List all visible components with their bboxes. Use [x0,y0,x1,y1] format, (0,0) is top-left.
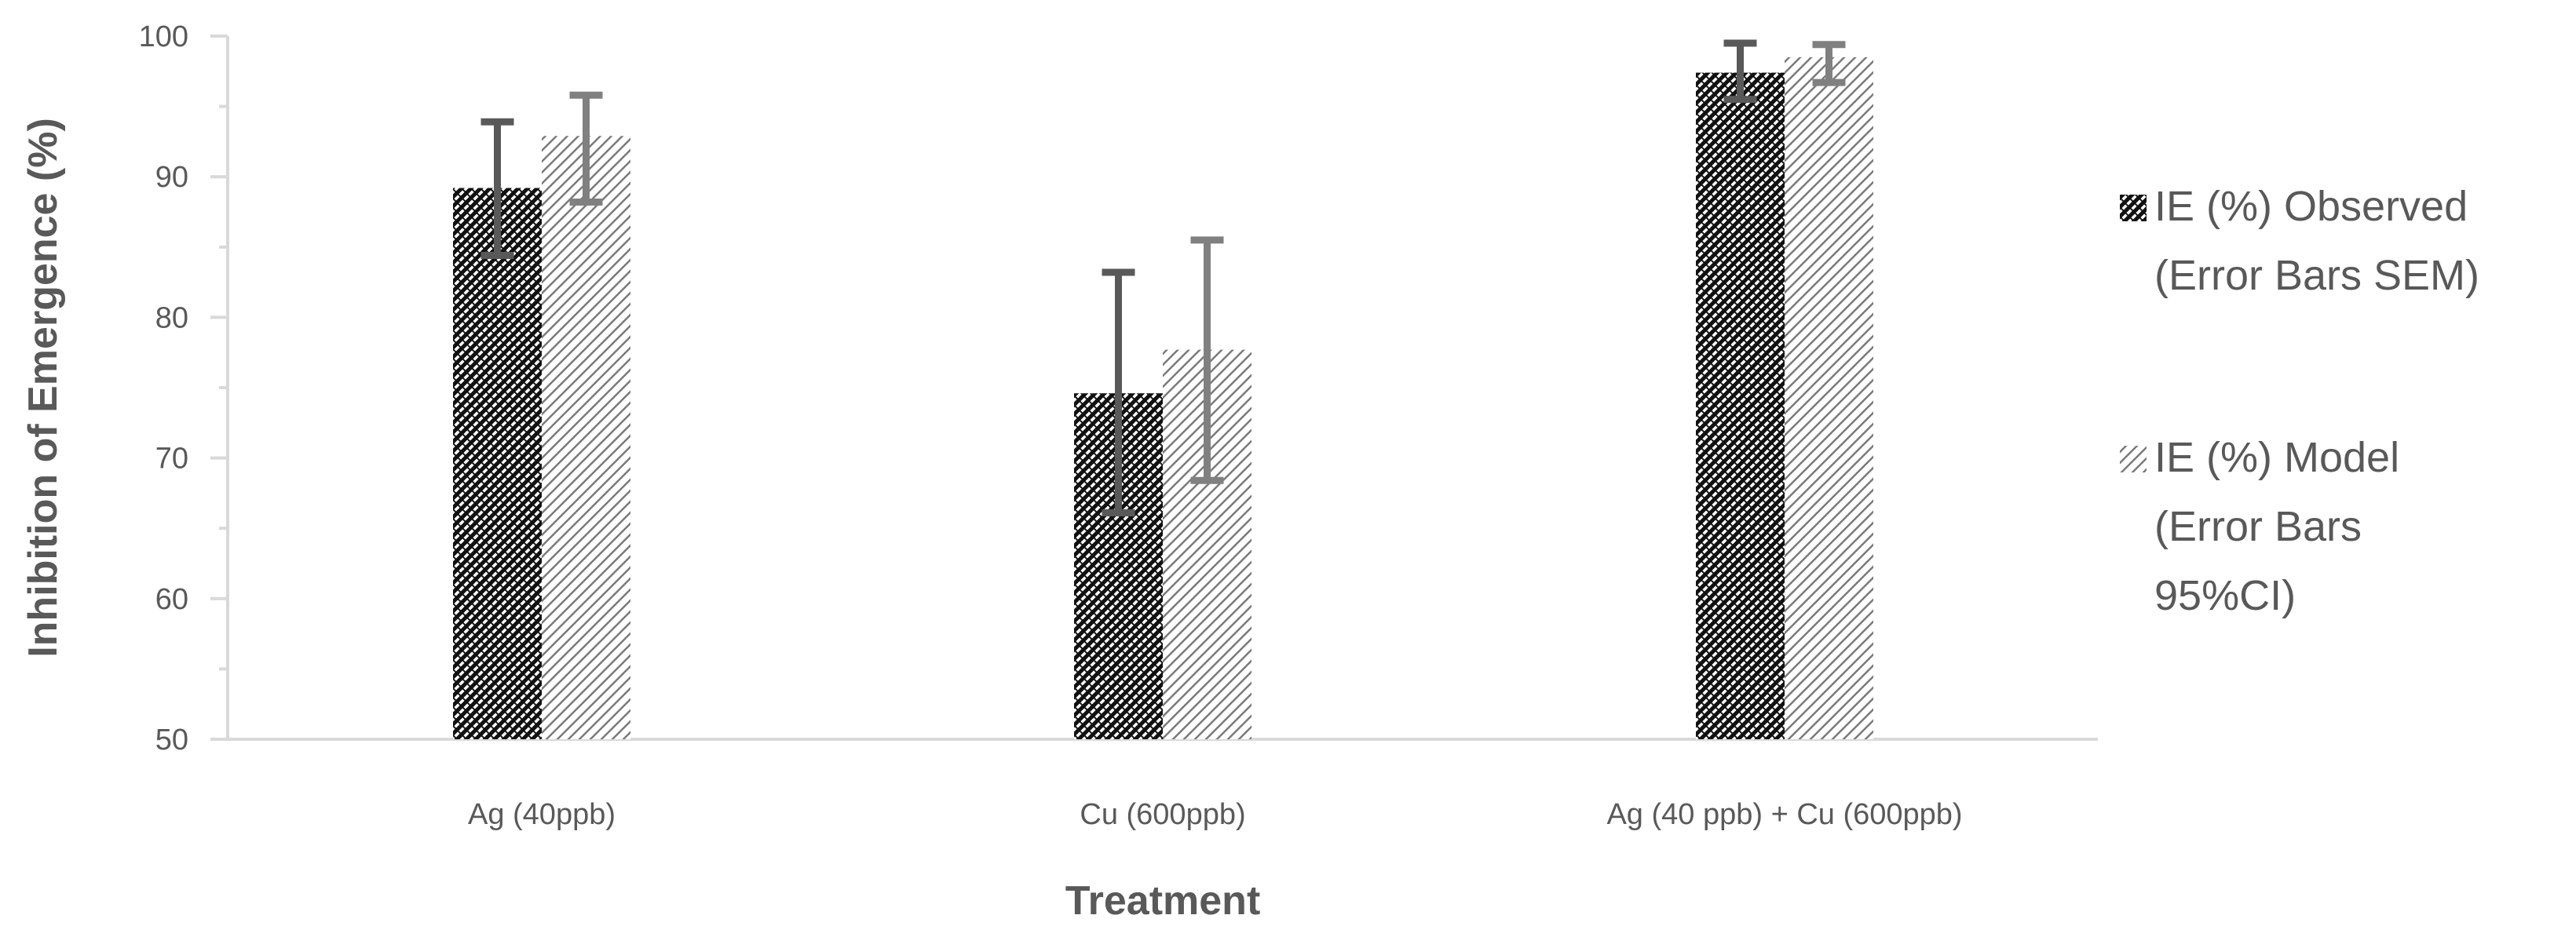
legend-swatch [2120,195,2147,221]
y-tick-label: 60 [155,583,188,616]
y-axis: 50 60 70 80 90 100 [139,20,229,757]
x-tick-label: Ag (40 ppb) + Cu (600ppb) [1606,798,1962,831]
legend-label: (Error Bars [2154,503,2362,550]
y-ticks: 50 60 70 80 90 100 [139,20,228,757]
legend: IE (%) Observed (Error Bars SEM) IE (%) Mo… [2120,183,2479,619]
error-bars [480,39,1846,516]
legend-label: (Error Bars SEM) [2154,252,2479,299]
x-tick-label: Ag (40ppb) [468,798,616,831]
y-tick-label: 50 [155,724,188,757]
x-tick-label: Cu (600ppb) [1080,798,1245,831]
legend-label: IE (%) Model [2154,434,2399,481]
legend-label: 95%CI) [2154,572,2296,619]
y-tick-label: 90 [155,161,188,194]
legend-label: IE (%) Observed [2154,183,2468,230]
bar [1696,72,1785,740]
x-axis-title: Treatment [1065,878,1261,924]
x-tick-labels: Ag (40ppb) Cu (600ppb) Ag (40 ppb) + Cu (6… [468,798,1963,831]
bar [453,188,542,739]
y-tick-label: 70 [155,443,188,476]
bar [1785,57,1873,739]
y-axis-title: Inhibition of Emergence (%) [20,118,66,658]
bars [453,57,1873,740]
y-tick-label: 80 [155,301,188,334]
legend-swatch [2120,446,2147,472]
y-tick-label: 100 [139,20,188,53]
bar [542,136,630,739]
